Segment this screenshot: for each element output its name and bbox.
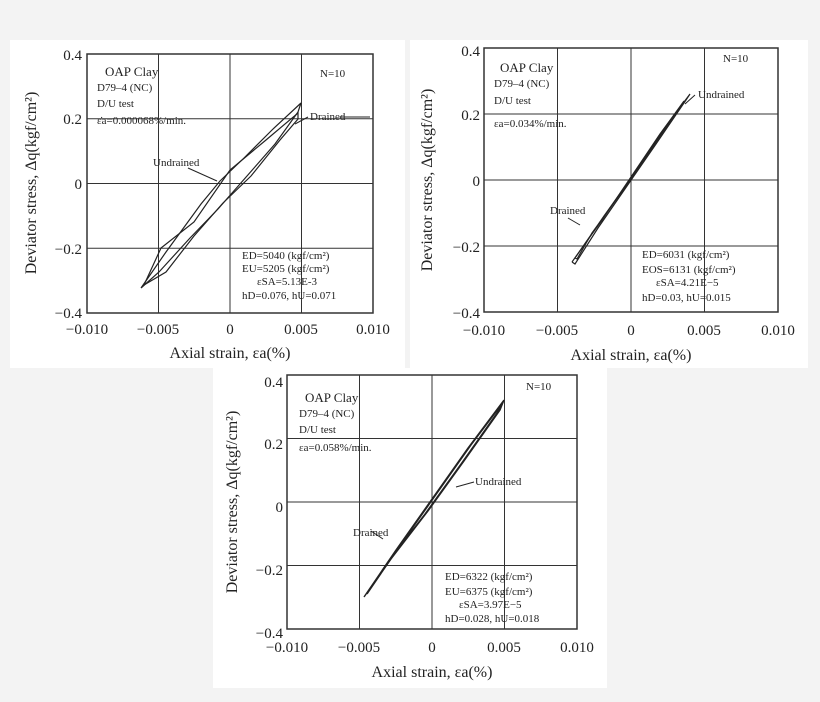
chart-svg: Undrained Drained OAP Clay D79–4 (NC) D/… — [224, 374, 594, 681]
strain-rate: ε̇a=0.000068%/min. — [97, 115, 186, 127]
svg-text:0.4: 0.4 — [264, 375, 283, 391]
param-eu: EU=6375 (kgf/cm²) — [445, 586, 533, 598]
sample-id: D79–4 (NC) — [97, 82, 153, 94]
param-ed: ED=5040 (kgf/cm²) — [242, 250, 330, 262]
svg-text:0.005: 0.005 — [687, 323, 721, 339]
chart-panel-fast-rate: Undrained Drained OAP Clay D79–4 (NC) D/… — [213, 368, 607, 688]
svg-text:0.010: 0.010 — [356, 322, 390, 338]
param-h: hD=0.076, hU=0.071 — [242, 290, 336, 302]
cycle-number: N=10 — [526, 381, 552, 393]
grid — [286, 374, 578, 630]
y-ticks: 0.4 0.2 0 −0.2 −0.4 — [55, 48, 83, 322]
svg-text:−0.4: −0.4 — [256, 626, 284, 642]
sample-title: OAP Clay — [500, 60, 554, 75]
drained-loop — [143, 111, 299, 286]
chart-panel-slow-rate: Undrained Drained OAP Clay D79–4 (NC) D/… — [10, 40, 405, 368]
undrained-label: Undrained — [153, 157, 200, 169]
x-ticks: −0.010 −0.005 0 0.005 0.010 — [266, 640, 594, 656]
undrained-label: Undrained — [475, 476, 522, 488]
param-h: hD=0.028, hU=0.018 — [445, 613, 540, 625]
svg-text:0: 0 — [75, 177, 83, 193]
svg-text:−0.4: −0.4 — [55, 306, 83, 322]
undrained-label: Undrained — [698, 89, 745, 101]
svg-text:−0.010: −0.010 — [266, 640, 308, 656]
sample-id: D79–4 (NC) — [494, 78, 550, 90]
x-axis-label: Axial strain, εa(%) — [571, 347, 692, 364]
svg-text:0.2: 0.2 — [264, 437, 283, 453]
grid — [86, 53, 374, 314]
drained-label: Drained — [550, 205, 586, 217]
y-axis-label: Deviator stress, Δq(kgf/cm²) — [224, 411, 241, 594]
svg-text:0.2: 0.2 — [461, 108, 480, 124]
param-eu: EU=5205 (kgf/cm²) — [242, 263, 330, 275]
svg-text:0: 0 — [276, 500, 284, 516]
sample-id: D79–4 (NC) — [299, 408, 355, 420]
param-ed: ED=6322 (kgf/cm²) — [445, 571, 533, 583]
svg-text:−0.010: −0.010 — [66, 322, 108, 338]
test-type: D/U test — [494, 95, 531, 107]
param-esa: εSA=3.97E−5 — [459, 599, 522, 611]
svg-text:0.005: 0.005 — [284, 322, 318, 338]
y-ticks: 0.4 0.2 0 −0.2 −0.4 — [453, 44, 481, 322]
svg-text:0.2: 0.2 — [63, 112, 82, 128]
svg-text:−0.2: −0.2 — [55, 242, 82, 258]
param-esa: εSA=4.21E−5 — [656, 277, 719, 289]
cycle-number: N=10 — [320, 68, 346, 80]
y-axis-label: Deviator stress, Δq(kgf/cm²) — [419, 89, 436, 272]
hysteresis-loops — [571, 93, 691, 265]
chart-svg: Undrained Drained OAP Clay D79–4 (NC) D/… — [23, 48, 390, 362]
y-axis-label: Deviator stress, Δq(kgf/cm²) — [23, 92, 40, 275]
test-type: D/U test — [97, 98, 134, 110]
cycle-number: N=10 — [723, 53, 749, 65]
hysteresis-loops — [363, 399, 505, 598]
y-ticks: 0.4 0.2 0 −0.2 −0.4 — [256, 375, 284, 642]
x-ticks: −0.010 −0.005 0 0.005 0.010 — [66, 322, 390, 338]
strain-rate: εa=0.034%/min. — [494, 118, 567, 130]
svg-text:−0.2: −0.2 — [453, 240, 480, 256]
grid — [483, 47, 779, 313]
drained-loop — [574, 100, 685, 260]
param-eos: EOS=6131 (kgf/cm²) — [642, 264, 736, 276]
svg-text:−0.005: −0.005 — [137, 322, 179, 338]
drained-label: Drained — [353, 527, 389, 539]
param-ed: ED=6031 (kgf/cm²) — [642, 249, 730, 261]
strain-rate: εa=0.058%/min. — [299, 442, 372, 454]
svg-text:−0.005: −0.005 — [536, 323, 578, 339]
svg-text:0.4: 0.4 — [461, 44, 480, 60]
chart-svg: Undrained Drained OAP Clay D79–4 (NC) D/… — [419, 44, 795, 364]
test-type: D/U test — [299, 424, 336, 436]
x-axis-label: Axial strain, εa(%) — [372, 664, 493, 681]
hysteresis-loops — [140, 102, 302, 289]
svg-text:−0.005: −0.005 — [338, 640, 380, 656]
chart-panel-medium-rate: Undrained Drained OAP Clay D79–4 (NC) D/… — [410, 40, 808, 368]
svg-text:0: 0 — [473, 174, 481, 190]
param-esa: εSA=5.13E-3 — [257, 276, 318, 288]
drained-label: Drained — [310, 111, 346, 123]
svg-text:0.4: 0.4 — [63, 48, 82, 64]
param-h: hD=0.03, hU=0.015 — [642, 292, 731, 304]
x-axis-label: Axial strain, εa(%) — [170, 345, 291, 362]
svg-text:0: 0 — [226, 322, 234, 338]
svg-text:0: 0 — [627, 323, 635, 339]
svg-text:−0.010: −0.010 — [463, 323, 505, 339]
x-ticks: −0.010 −0.005 0 0.005 0.010 — [463, 323, 795, 339]
svg-text:0.010: 0.010 — [560, 640, 594, 656]
svg-text:0: 0 — [428, 640, 436, 656]
sample-title: OAP Clay — [105, 64, 159, 79]
svg-text:0.005: 0.005 — [487, 640, 521, 656]
sample-title: OAP Clay — [305, 390, 359, 405]
svg-text:−0.2: −0.2 — [256, 563, 283, 579]
undrained-loop — [140, 102, 302, 289]
svg-text:−0.4: −0.4 — [453, 306, 481, 322]
svg-text:0.010: 0.010 — [761, 323, 795, 339]
drained-loop — [366, 403, 503, 595]
